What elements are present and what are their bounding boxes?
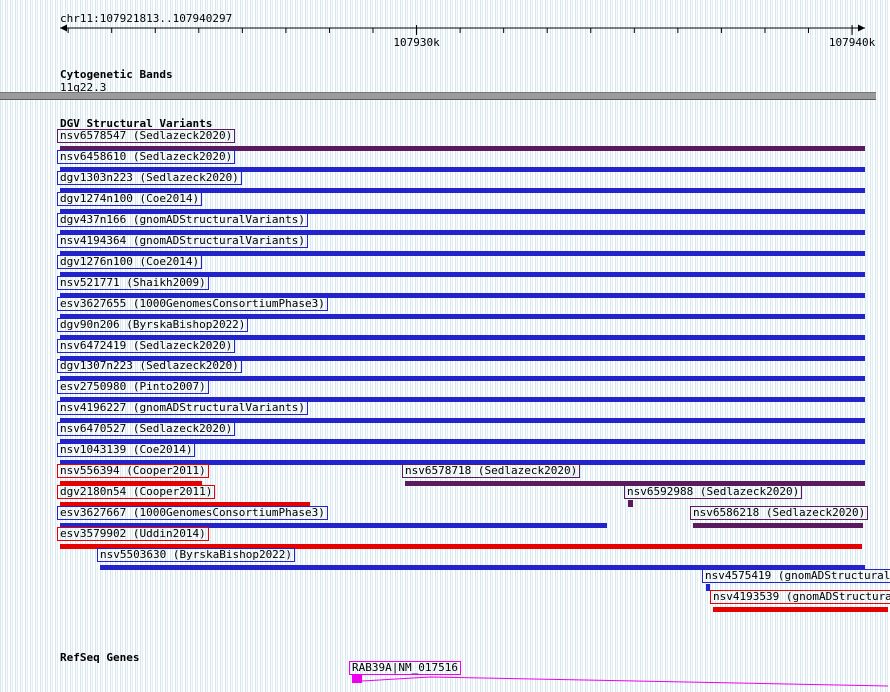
- variant-bar[interactable]: [60, 166, 865, 172]
- variant-label[interactable]: esv2750980 (Pinto2007): [57, 380, 209, 395]
- cytoband-label: 11q22.3: [60, 81, 107, 94]
- variant-label[interactable]: nsv6472419 (Sedlazeck2020): [57, 338, 236, 353]
- variant-label[interactable]: dgv90n206 (ByrskaBishop2022): [57, 317, 249, 332]
- tick-label: 107940k: [829, 36, 876, 49]
- cytobands-section-title: Cytogenetic Bands: [60, 68, 173, 81]
- ruler-arrow-right-icon: [858, 24, 865, 32]
- variant-label[interactable]: nsv6578547 (Sedlazeck2020): [57, 129, 236, 143]
- variant-bar[interactable]: [60, 313, 865, 319]
- variant-label[interactable]: nsv4194364 (gnomADStructuralVariants): [57, 233, 309, 248]
- variant-label[interactable]: dgv437n166 (gnomADStructuralVariants): [57, 212, 309, 227]
- variant-bar[interactable]: [60, 271, 865, 277]
- variant-bar[interactable]: [60, 355, 865, 361]
- variant-bar[interactable]: [60, 502, 310, 508]
- variant-label[interactable]: esv3579902 (Uddin2014): [57, 527, 209, 542]
- variant-label[interactable]: nsv6458610 (Sedlazeck2020): [57, 149, 236, 164]
- variant-label[interactable]: nsv4196227 (gnomADStructuralVariants): [57, 401, 309, 416]
- variant-bar[interactable]: [706, 583, 710, 591]
- gene-label[interactable]: RAB39A|NM_017516: [349, 661, 461, 675]
- ruler-arrow-left-icon: [60, 24, 67, 32]
- variant-bar[interactable]: [60, 481, 202, 487]
- variant-label[interactable]: nsv1043139 (Coe2014): [57, 443, 196, 458]
- variant-label[interactable]: nsv6592988 (Sedlazeck2020): [624, 485, 803, 500]
- variant-bar[interactable]: [60, 523, 607, 529]
- variant-label[interactable]: dgv1276n100 (Coe2014): [57, 254, 203, 269]
- variant-label[interactable]: esv3627667 (1000GenomesConsortiumPhase3): [57, 506, 328, 521]
- variant-bar[interactable]: [60, 229, 865, 235]
- variant-label[interactable]: nsv521771 (Shaikh2009): [57, 275, 209, 290]
- variant-bar[interactable]: [628, 500, 633, 508]
- variant-bar[interactable]: [60, 187, 865, 193]
- variant-bar[interactable]: [693, 523, 863, 529]
- variant-bar[interactable]: [60, 376, 865, 382]
- variant-label[interactable]: nsv4193539 (gnomADStructuralVa: [710, 589, 890, 604]
- cytoband-bar[interactable]: [0, 92, 876, 100]
- variant-bar[interactable]: [100, 565, 865, 570]
- variant-label[interactable]: nsv6586218 (Sedlazeck2020): [690, 506, 869, 521]
- tick-label: 107930k: [393, 36, 440, 49]
- dgv-section-title: DGV Structural Variants: [60, 117, 213, 130]
- variant-bar[interactable]: [713, 606, 888, 612]
- variant-label[interactable]: nsv5503630 (ByrskaBishop2022): [97, 548, 296, 562]
- variant-bar[interactable]: [60, 544, 862, 550]
- refseq-section-title: RefSeq Genes: [60, 651, 140, 664]
- variant-label[interactable]: dgv1307n223 (Sedlazeck2020): [57, 359, 242, 374]
- variant-bar[interactable]: [60, 250, 865, 256]
- coordinate-ruler: 107930k 107940k: [60, 24, 876, 49]
- variant-label[interactable]: nsv6578718 (Sedlazeck2020): [402, 464, 581, 479]
- variant-bar[interactable]: [405, 481, 865, 487]
- variant-bar[interactable]: [60, 146, 865, 151]
- variant-bar[interactable]: [60, 439, 865, 445]
- variant-label[interactable]: dgv1274n100 (Coe2014): [57, 191, 203, 206]
- region-label: chr11:107921813..107940297: [60, 12, 233, 25]
- variant-bar[interactable]: [60, 397, 865, 403]
- variant-bar[interactable]: [60, 334, 865, 340]
- variant-bar[interactable]: [60, 292, 865, 298]
- variant-bar[interactable]: [60, 418, 865, 424]
- variant-bar[interactable]: [60, 460, 865, 466]
- variant-label[interactable]: nsv4575419 (gnomADStructuralVar: [702, 568, 890, 583]
- variant-bar[interactable]: [60, 208, 865, 214]
- gene-exon[interactable]: [352, 675, 362, 683]
- variant-label[interactable]: dgv2180n54 (Cooper2011): [57, 485, 216, 500]
- gene-intron-line: [361, 676, 889, 687]
- variant-label[interactable]: esv3627655 (1000GenomesConsortiumPhase3): [57, 296, 328, 311]
- variant-label[interactable]: dgv1303n223 (Sedlazeck2020): [57, 170, 242, 185]
- variant-label[interactable]: nsv556394 (Cooper2011): [57, 464, 209, 479]
- variant-label[interactable]: nsv6470527 (Sedlazeck2020): [57, 422, 236, 437]
